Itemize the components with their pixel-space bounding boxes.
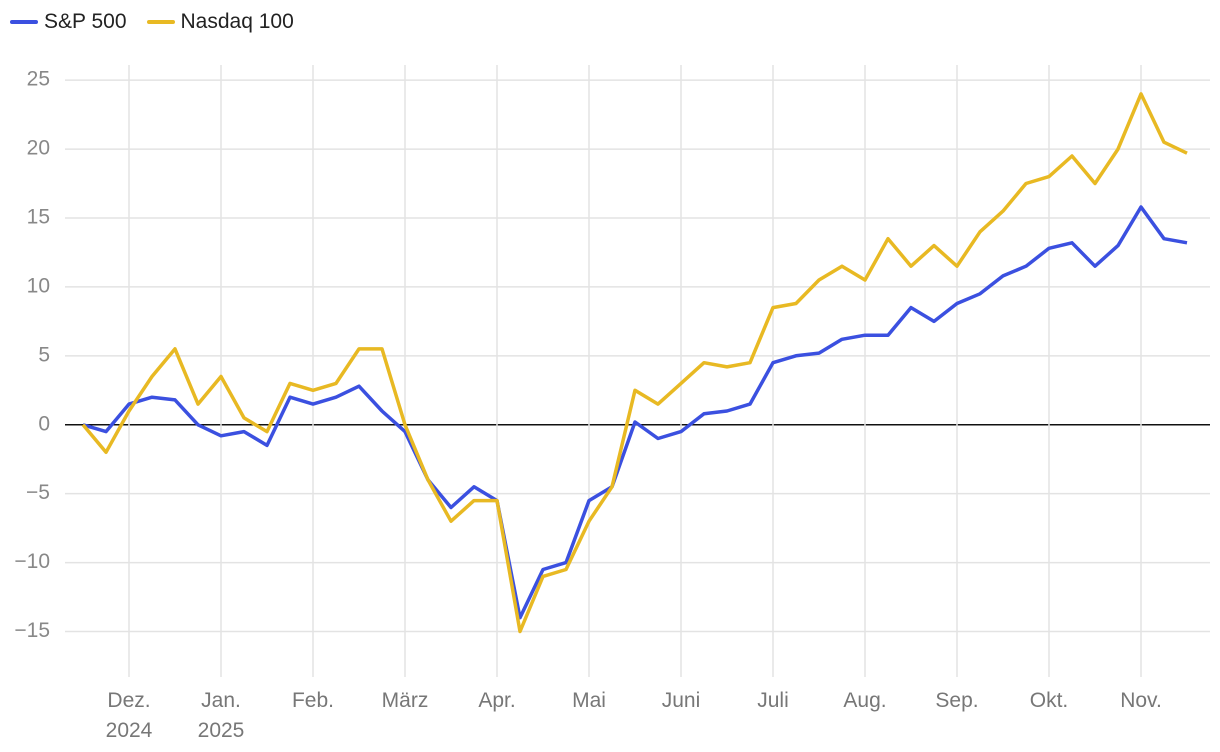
legend-item: S&P 500	[10, 10, 127, 34]
y-tick-label: 10	[27, 274, 50, 297]
y-tick-label: −5	[26, 481, 50, 504]
y-tick-label: 25	[27, 68, 50, 91]
legend: S&P 500 Nasdaq 100	[10, 10, 294, 34]
x-tick-label: März	[381, 689, 429, 712]
y-tick-label: −15	[14, 619, 50, 642]
x-tick-label: Okt.	[1029, 689, 1069, 712]
x-tick-label: Juli	[757, 689, 789, 712]
y-tick-label: 0	[38, 412, 50, 435]
legend-swatch	[10, 20, 38, 24]
y-tick-label: −10	[14, 550, 50, 573]
x-tick-label: Jan. 2025	[197, 689, 245, 742]
legend-item: Nasdaq 100	[146, 10, 294, 34]
x-tick-label: Nov.	[1120, 689, 1162, 712]
x-tick-label: Aug.	[843, 689, 887, 712]
series-line	[81, 92, 1188, 634]
x-tick-label: Mai	[572, 689, 606, 712]
legend-label: Nasdaq 100	[180, 10, 294, 33]
x-tick-label: Sep.	[935, 689, 979, 712]
y-tick-label: 5	[38, 343, 50, 366]
y-tick-label: 15	[27, 206, 50, 229]
series-line	[82, 205, 1188, 620]
x-tick-label: Juni	[661, 689, 701, 712]
x-tick-label: Feb.	[291, 689, 335, 712]
legend-label: S&P 500	[44, 10, 127, 33]
x-tick-label: Dez. 2024	[105, 689, 153, 742]
y-tick-label: 20	[27, 137, 50, 160]
legend-swatch	[146, 20, 175, 24]
x-tick-label: Apr.	[478, 689, 516, 712]
